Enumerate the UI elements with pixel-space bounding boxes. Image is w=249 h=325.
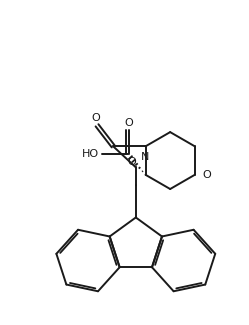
Text: HO: HO	[82, 149, 99, 159]
Text: O: O	[202, 170, 211, 180]
Text: O: O	[127, 157, 136, 167]
Text: O: O	[124, 118, 133, 128]
Text: O: O	[91, 113, 100, 124]
Text: N: N	[141, 152, 150, 162]
